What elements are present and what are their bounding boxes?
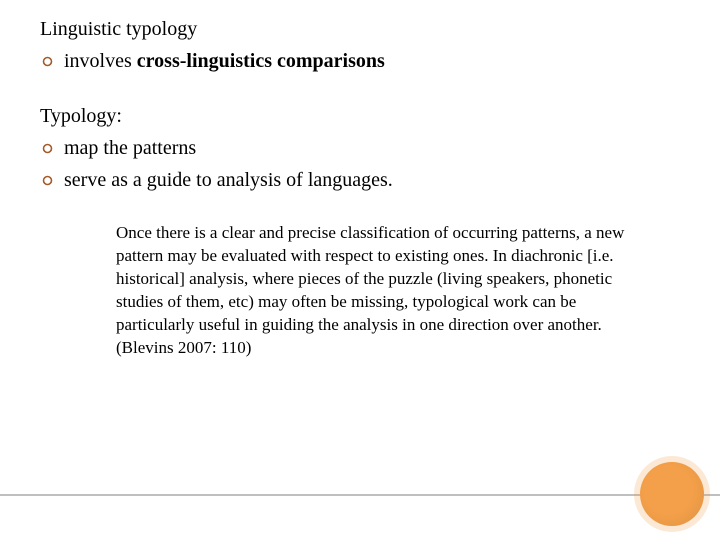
heading-linguistic-typology: Linguistic typology: [40, 18, 680, 41]
bullet-prefix: involves: [64, 50, 137, 72]
bullet-item: serve as a guide to analysis of language…: [40, 166, 680, 194]
decorative-circle: [640, 462, 704, 526]
circle-bullet-icon: [40, 138, 54, 158]
bullet-bold: cross-linguistics comparisons: [137, 50, 385, 72]
bullet-text: serve as a guide to analysis of language…: [64, 166, 680, 194]
bullet-item: map the patterns: [40, 134, 680, 162]
heading-typology: Typology:: [40, 105, 680, 128]
section-2: Typology: map the patterns serve as a gu…: [40, 105, 680, 194]
divider-line: [0, 494, 720, 496]
bullet-item: involves cross-linguistics comparisons: [40, 47, 680, 75]
bullet-text: map the patterns: [64, 134, 680, 162]
circle-bullet-icon: [40, 51, 54, 71]
quote-paragraph: Once there is a clear and precise classi…: [116, 222, 640, 360]
bullet-text: involves cross-linguistics comparisons: [64, 47, 680, 75]
circle-bullet-icon: [40, 170, 54, 190]
section-1: Linguistic typology involves cross-lingu…: [40, 18, 680, 75]
